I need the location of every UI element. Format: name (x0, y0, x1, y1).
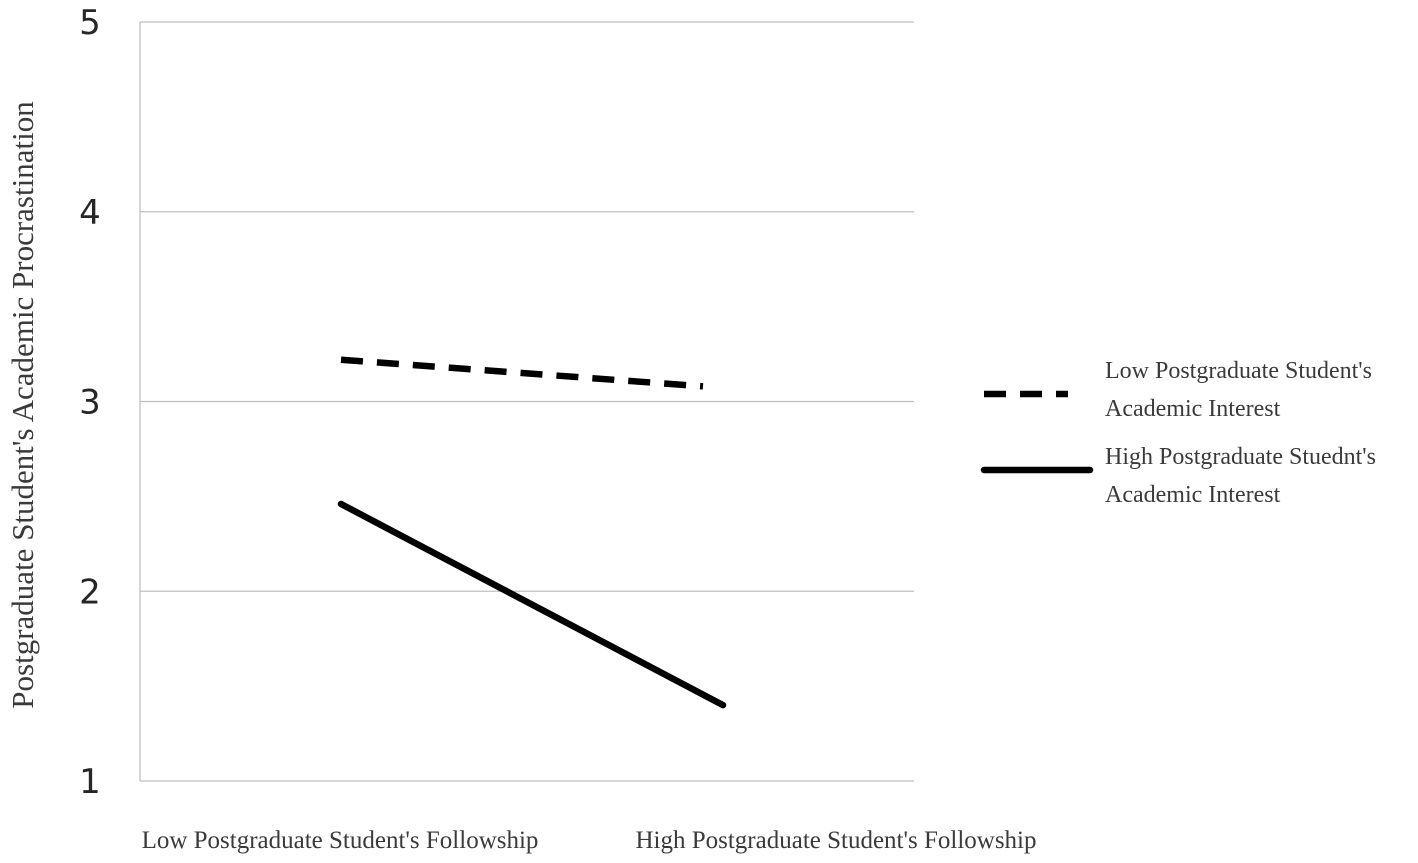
x-category-label-1: Low Postgraduate Student's Followship (142, 827, 539, 854)
y-tick-label-2: 2 (79, 572, 101, 612)
x-axis-categories: Low Postgraduate Student's Followship Hig… (142, 827, 1037, 854)
x-category-label-2: High Postgraduate Student's Followship (635, 827, 1036, 854)
legend-label-1-line-2: Academic Interest (1105, 396, 1281, 422)
legend-label-1-line-1: Low Postgraduate Student's (1105, 358, 1372, 384)
gridlines (139, 21, 914, 782)
y-axis-label: Postgraduate Student's Academic Procrast… (5, 101, 40, 709)
series-line-1 (340, 356, 704, 390)
legend: Low Postgraduate Student's Academic Inter… (980, 358, 1376, 508)
y-axis-ticks: 1 2 3 4 5 (79, 3, 101, 802)
y-tick-label-1: 1 (79, 762, 101, 802)
legend-label-2-line-2: Academic Interest (1105, 482, 1281, 508)
series-line-2 (337, 500, 727, 709)
y-tick-label-3: 3 (79, 383, 101, 423)
y-tick-label-4: 4 (79, 193, 101, 233)
series-lines (337, 356, 727, 709)
y-tick-label-5: 5 (79, 3, 101, 43)
legend-label-2-line-1: High Postgraduate Stuednt's (1105, 444, 1376, 470)
